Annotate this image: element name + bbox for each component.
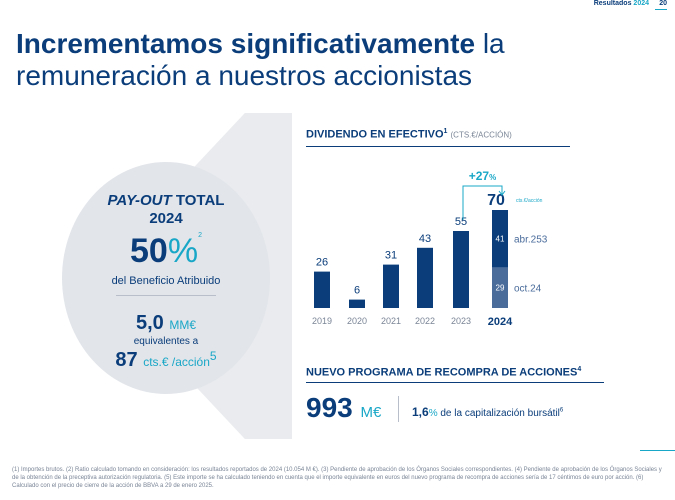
data-label-2023: 55 — [455, 216, 467, 228]
accent-line — [640, 450, 675, 451]
payout-year: 2024 — [149, 210, 183, 227]
stack-value-oct24: 29 — [496, 284, 505, 293]
dividend-title-rule — [306, 146, 570, 147]
bar-2024-abr25 — [492, 210, 508, 268]
page-title: Incrementamos significativamente la remu… — [16, 28, 666, 92]
x-tick-2020: 2020 — [347, 316, 367, 326]
stack-label-oct24: oct.24 — [514, 284, 542, 295]
dividend-unit: (CTS.€/ACCIÓN) — [450, 130, 512, 140]
payout-divider — [116, 295, 216, 296]
x-tick-2022: 2022 — [415, 316, 435, 326]
data-label-2020: 6 — [354, 285, 360, 297]
x-tick-2019: 2019 — [312, 316, 332, 326]
page-number: 20 — [659, 0, 667, 7]
x-tick-2023: 2023 — [451, 316, 471, 326]
payout-equiv: equivalentes a — [133, 336, 199, 347]
bar-2021 — [383, 264, 399, 308]
stack-value-abr25: 41 — [496, 235, 505, 244]
payout-label: PAY-OUT TOTAL 2024 — [107, 192, 225, 227]
growth-arrowhead — [498, 190, 506, 196]
data-label-2024: 70 — [487, 192, 505, 209]
buyback-separator — [398, 396, 399, 422]
page-header: Resultados 2024 20 — [0, 0, 675, 10]
bar-2024-oct24 — [492, 267, 508, 308]
payout-percentage: 50%2 — [130, 232, 202, 270]
dividend-chart: 26 2019 6 2020 31 2021 43 2022 55 2023 29 oct.24 41 a… — [312, 169, 548, 328]
title-bold: Incrementamos significativamente — [16, 28, 476, 59]
bar-2022 — [417, 247, 433, 308]
data-label-2021: 31 — [385, 250, 397, 262]
bar-2023 — [453, 231, 469, 308]
data-label-2019: 26 — [316, 257, 328, 269]
payout-amount: 5,0 MM€ — [135, 312, 197, 334]
buyback-capitalization: 1,6% de la capitalización bursátil6 — [412, 405, 564, 419]
growth-label: +27% — [469, 169, 496, 183]
payout-per-share: 87 cts.€ /acción5 — [115, 349, 217, 371]
section-year: 2024 — [633, 0, 649, 7]
growth-bracket — [462, 185, 503, 220]
title-rest: la remuneración a nuestros accionistas — [16, 28, 505, 91]
section-label: Resultados 2024 — [593, 0, 649, 7]
payout-subtitle: del Beneficio Atribuido — [111, 275, 221, 287]
stack-label-abr25: abr.253 — [514, 235, 548, 246]
buyback-value: 993 M€ — [306, 392, 382, 423]
data-label-2022: 43 — [419, 233, 431, 245]
bar-2019 — [314, 271, 330, 308]
payout-circle: PAY-OUT TOTAL 2024 50%2 del Beneficio Atr… — [62, 162, 270, 394]
page-number-underline — [655, 9, 667, 10]
buyback-title: NUEVO PROGRAMA DE RECOMPRA DE ACCIONES4 — [306, 366, 582, 379]
buyback-title-rule — [306, 382, 604, 383]
bar-2020 — [349, 299, 365, 308]
dividend-title: DIVIDENDO EN EFECTIVO1 (CTS.€/ACCIÓN) — [306, 128, 512, 141]
total-unit-2024: cts.€/acción — [516, 198, 543, 204]
x-tick-2021: 2021 — [381, 316, 401, 326]
x-tick-2024: 2024 — [488, 316, 513, 328]
footnotes: (1) Importes brutos. (2) Ratio calculado… — [12, 467, 662, 489]
